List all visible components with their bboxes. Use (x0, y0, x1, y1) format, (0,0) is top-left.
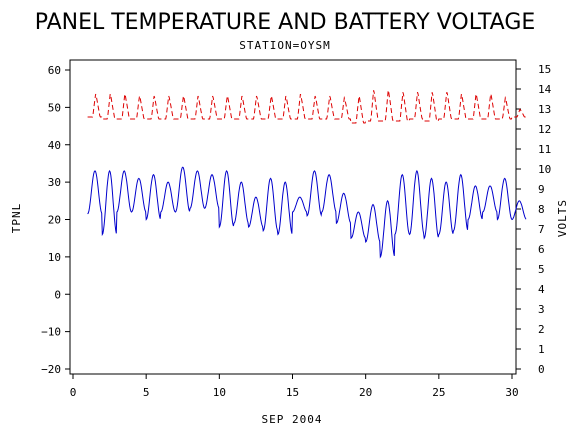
x-axis-label: SEP 2004 (262, 413, 323, 426)
series-line-tpnl (87, 166, 527, 259)
series-line-volts (87, 90, 526, 124)
y-left-tick-label: 0 (54, 288, 61, 301)
y-right-tick-label: 10 (538, 163, 551, 176)
y-right-tick-label: 11 (538, 143, 551, 156)
x-axis-ticks: 0 5 10 15 20 25 30 (70, 374, 519, 399)
y-left-tick-label: −10 (41, 326, 61, 339)
y-left-tick-label: −20 (41, 363, 61, 376)
y-right-tick-label: 3 (538, 303, 545, 316)
y-right-tick-label: 7 (538, 223, 545, 236)
series-layer (87, 90, 527, 259)
x-tick-label: 30 (505, 386, 518, 399)
y-left-axis-ticks: −20 −10 0 10 20 30 40 50 60 (41, 64, 70, 376)
chart-subtitle: STATION=OYSM (239, 39, 330, 52)
y-left-tick-label: 40 (48, 139, 61, 152)
x-tick-label: 20 (359, 386, 372, 399)
y-right-tick-label: 5 (538, 263, 545, 276)
x-tick-label: 25 (432, 386, 445, 399)
x-tick-label: 10 (213, 386, 226, 399)
x-tick-label: 15 (286, 386, 299, 399)
y-right-tick-label: 14 (538, 83, 552, 96)
y-right-tick-label: 6 (538, 243, 545, 256)
y-right-tick-label: 15 (538, 63, 551, 76)
y-right-tick-label: 4 (538, 283, 545, 296)
y-right-tick-label: 12 (538, 123, 551, 136)
x-tick-label: 5 (143, 386, 150, 399)
y-left-tick-label: 20 (48, 214, 61, 227)
y-right-tick-label: 1 (538, 343, 545, 356)
chart-title: PANEL TEMPERATURE AND BATTERY VOLTAGE (35, 10, 536, 35)
y-right-tick-label: 0 (538, 363, 545, 376)
y-left-tick-label: 50 (48, 101, 61, 114)
x-tick-label: 0 (70, 386, 77, 399)
y-left-tick-label: 60 (48, 64, 61, 77)
y-right-axis-label: VOLTS (556, 199, 569, 237)
y-left-tick-label: 30 (48, 176, 61, 189)
y-right-tick-label: 8 (538, 203, 545, 216)
y-right-tick-label: 9 (538, 183, 545, 196)
y-right-tick-label: 13 (538, 103, 551, 116)
y-left-axis-label: TPNL (10, 203, 23, 234)
y-right-tick-label: 2 (538, 323, 545, 336)
y-left-tick-label: 10 (48, 251, 61, 264)
